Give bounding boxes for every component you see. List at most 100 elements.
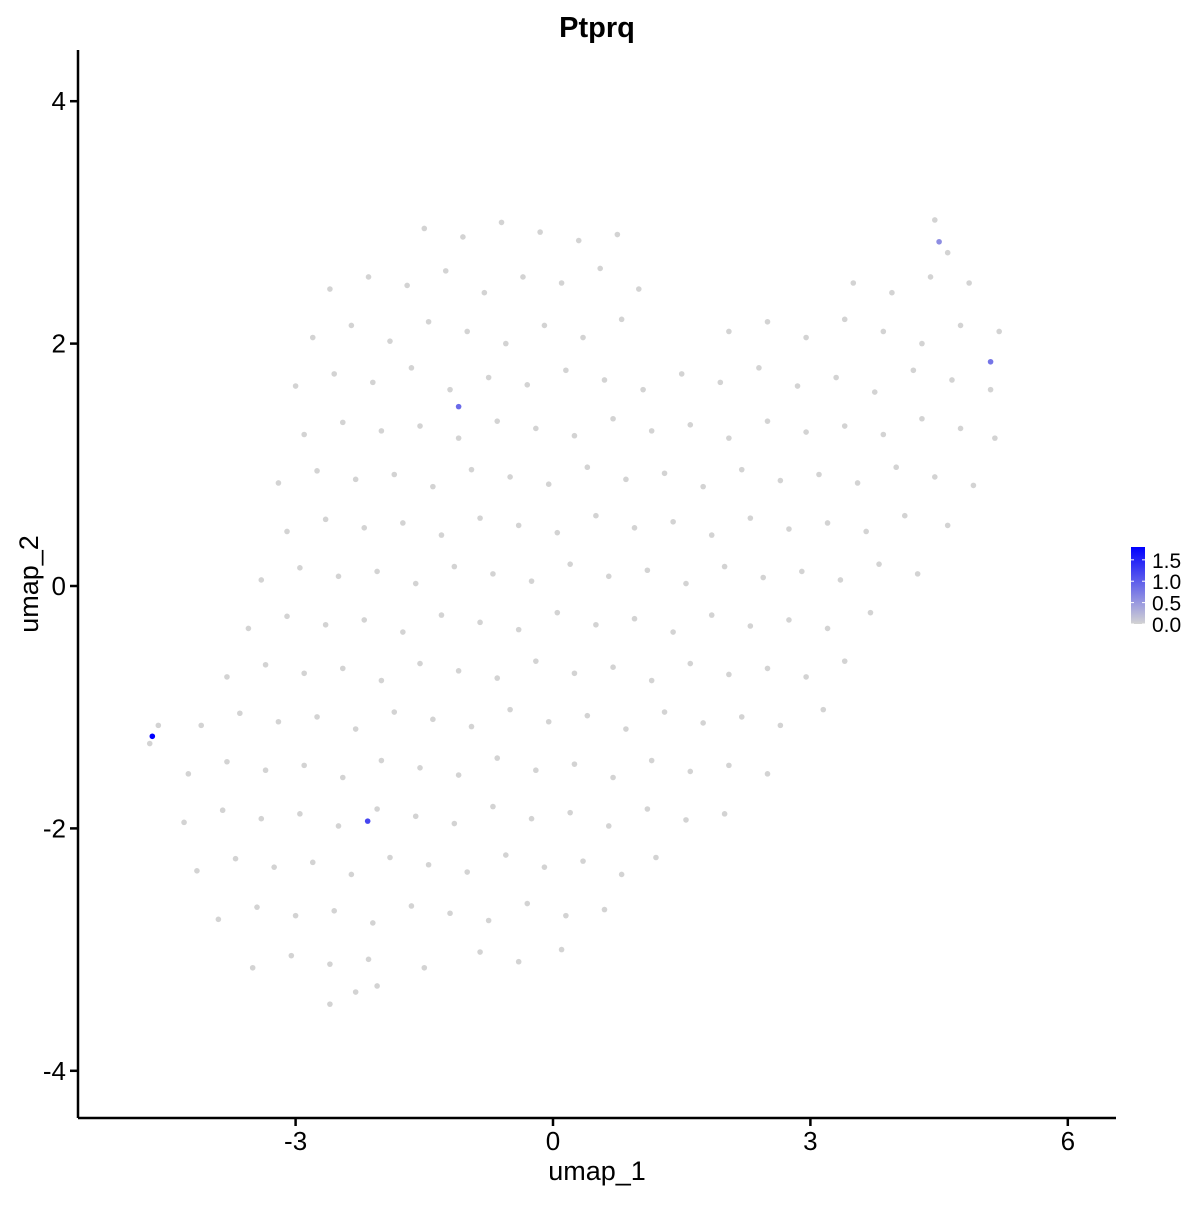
cell-point bbox=[533, 767, 539, 774]
cell-point bbox=[803, 429, 809, 435]
cell-point bbox=[880, 328, 887, 335]
cell-point bbox=[803, 334, 809, 341]
cell-point bbox=[919, 340, 925, 347]
cell-point bbox=[387, 338, 393, 344]
cell-point bbox=[352, 476, 359, 483]
x-axis-label: umap_1 bbox=[548, 1156, 646, 1186]
y-tick-label: 0 bbox=[52, 571, 66, 601]
cell-point bbox=[567, 809, 573, 816]
cell-point bbox=[670, 518, 676, 525]
cell-point bbox=[726, 328, 732, 335]
cell-point bbox=[893, 464, 899, 471]
cell-point bbox=[400, 520, 406, 526]
cell-point bbox=[391, 471, 398, 478]
cell-point bbox=[687, 422, 694, 428]
legend-tick-label: 0.0 bbox=[1152, 614, 1181, 637]
cell-point bbox=[494, 675, 501, 681]
cell-point bbox=[339, 419, 346, 426]
cell-point bbox=[987, 386, 994, 393]
cell-point bbox=[927, 274, 934, 280]
cell-point bbox=[524, 382, 531, 388]
cell-point bbox=[558, 280, 565, 286]
cell-point bbox=[275, 480, 282, 486]
cell-point bbox=[533, 425, 539, 432]
cell-point bbox=[593, 621, 599, 628]
cell-point bbox=[245, 625, 252, 632]
expressing-cell-point bbox=[455, 403, 462, 410]
cell-point bbox=[610, 774, 616, 781]
cell-point bbox=[155, 722, 162, 729]
cell-point bbox=[601, 377, 608, 383]
cell-point bbox=[575, 237, 582, 244]
cell-point bbox=[284, 613, 290, 620]
cell-point bbox=[378, 428, 385, 434]
cell-point bbox=[850, 280, 857, 286]
cell-point bbox=[610, 415, 616, 422]
expressing-cell-point bbox=[364, 818, 371, 824]
cell-point bbox=[841, 423, 848, 429]
cell-point bbox=[335, 823, 342, 829]
cell-point bbox=[331, 908, 338, 914]
cell-point bbox=[726, 435, 732, 441]
color-legend: 0.00.51.01.5 bbox=[1131, 547, 1181, 637]
cell-point bbox=[417, 423, 423, 429]
cell-point bbox=[554, 609, 561, 616]
cell-point bbox=[601, 906, 608, 913]
cell-point bbox=[721, 563, 728, 570]
cell-point bbox=[438, 612, 445, 618]
cell-point bbox=[580, 334, 586, 341]
cell-point bbox=[374, 568, 380, 575]
cell-point bbox=[687, 660, 694, 667]
cell-point bbox=[352, 989, 359, 995]
cell-point bbox=[490, 571, 496, 577]
cell-point bbox=[914, 571, 921, 577]
cell-point bbox=[764, 318, 771, 325]
cell-point bbox=[863, 528, 869, 535]
cell-point bbox=[447, 910, 453, 917]
cell-point bbox=[837, 577, 844, 583]
cell-point bbox=[224, 674, 230, 680]
cell-point bbox=[507, 474, 513, 480]
cell-point bbox=[314, 468, 320, 474]
cell-point bbox=[485, 917, 492, 924]
cell-point bbox=[219, 807, 226, 814]
x-tick-label: 6 bbox=[1061, 1126, 1075, 1156]
cell-point bbox=[309, 334, 316, 341]
cell-point bbox=[563, 912, 569, 919]
cell-point bbox=[447, 386, 453, 393]
cell-point bbox=[541, 322, 548, 329]
cell-point bbox=[374, 983, 380, 989]
cell-point bbox=[618, 316, 625, 323]
cell-point bbox=[820, 706, 827, 713]
cell-point bbox=[970, 482, 977, 489]
cell-point bbox=[683, 580, 689, 587]
cell-point bbox=[292, 912, 299, 919]
cell-point bbox=[374, 806, 380, 812]
cell-point bbox=[464, 869, 471, 875]
cell-point bbox=[910, 367, 917, 374]
cell-point bbox=[584, 712, 591, 719]
cell-point bbox=[944, 249, 951, 256]
cell-point bbox=[503, 340, 509, 347]
cell-point bbox=[400, 629, 406, 635]
cell-point bbox=[708, 532, 715, 538]
cell-point bbox=[425, 318, 432, 325]
cell-point bbox=[331, 371, 338, 377]
cell-point bbox=[494, 755, 501, 761]
cell-point bbox=[464, 328, 471, 335]
cell-point bbox=[515, 626, 522, 633]
cell-point bbox=[841, 658, 848, 664]
cell-point bbox=[370, 379, 376, 386]
cell-point bbox=[455, 435, 462, 441]
cell-point bbox=[348, 871, 355, 878]
cell-point bbox=[816, 471, 822, 478]
cell-point bbox=[747, 515, 754, 521]
cell-point bbox=[524, 900, 531, 907]
cell-point bbox=[485, 374, 492, 381]
cell-point bbox=[339, 665, 346, 672]
cell-point bbox=[408, 365, 415, 371]
cell-point bbox=[867, 609, 874, 616]
cell-point bbox=[700, 483, 706, 490]
cell-point bbox=[786, 526, 792, 532]
cell-point bbox=[803, 674, 809, 680]
